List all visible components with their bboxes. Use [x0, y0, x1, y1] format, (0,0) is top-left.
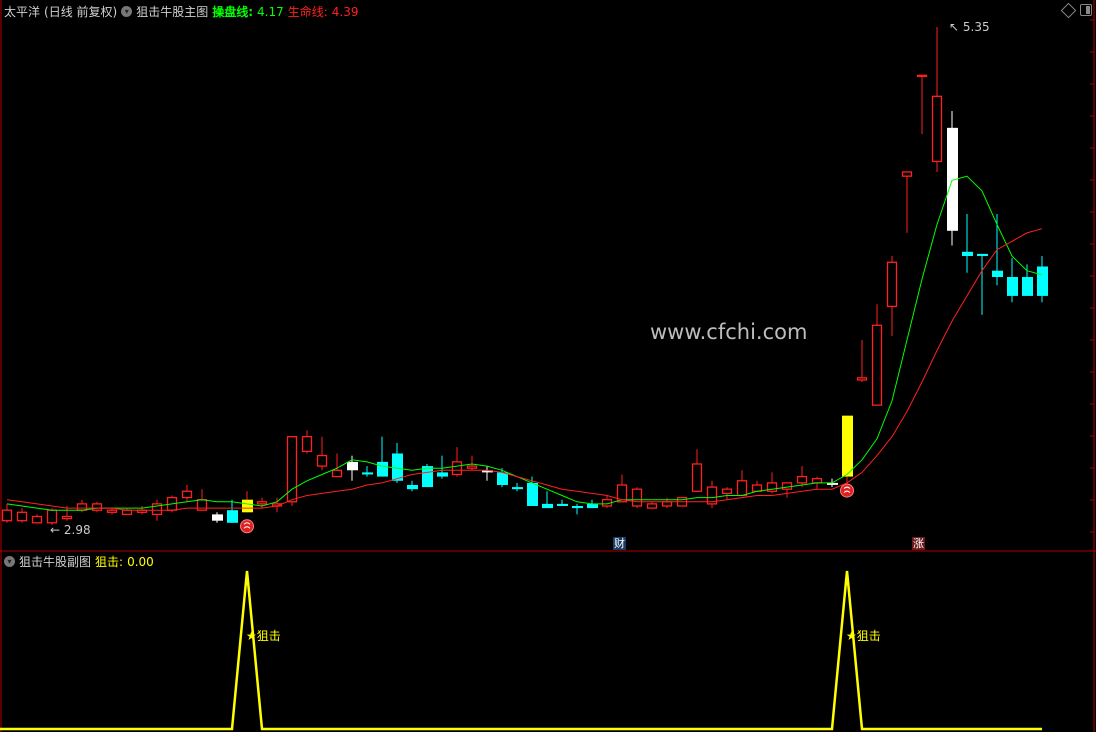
candle-body — [301, 436, 313, 453]
finance-marker[interactable]: 财 — [613, 537, 626, 550]
candle-body — [91, 503, 103, 511]
candle-body — [977, 253, 988, 256]
candle-body — [1, 509, 13, 522]
candle-body — [751, 484, 763, 492]
watermark: www.cfchi.com — [650, 320, 808, 344]
candle-body — [347, 461, 358, 471]
candle-body — [931, 95, 943, 163]
candle-body — [331, 469, 343, 478]
candle-body — [286, 436, 298, 503]
signal-candle — [242, 499, 253, 513]
ma2-line — [6, 228, 1043, 511]
candle-body — [916, 74, 928, 77]
candle-body — [121, 509, 133, 516]
candle-body — [1037, 266, 1048, 296]
candle-body — [316, 454, 328, 467]
candle-body — [407, 484, 418, 490]
main-header: 太平洋 (日线 前复权) ▾ 狙击牛股主图 操盘线: 4.17 生命线: 4.3… — [4, 3, 359, 20]
candle-body — [362, 472, 373, 475]
price-low-label: ← 2.98 — [50, 523, 91, 537]
candle-body — [766, 482, 778, 492]
candle-body — [451, 461, 463, 476]
signal-text: ★狙击 — [846, 629, 881, 643]
indicator-name[interactable]: 狙击牛股主图 — [136, 5, 209, 19]
candle-body — [196, 499, 208, 511]
candle-body — [212, 514, 223, 521]
ma2-label: 生命线: — [287, 5, 328, 19]
candle-body — [106, 509, 118, 513]
candle-body — [256, 501, 268, 505]
candle-body — [962, 251, 973, 256]
candle-body — [1007, 277, 1018, 296]
candle-body — [466, 465, 478, 469]
signal-text: ★狙击 — [246, 629, 281, 643]
candle-body — [61, 515, 73, 520]
ball-icon-stripe — [243, 522, 251, 529]
candle-body — [736, 480, 748, 497]
rise-marker[interactable]: 涨 — [912, 537, 925, 550]
candle-body — [706, 486, 718, 505]
sub-indicator-name[interactable]: 狙击牛股副图 — [19, 555, 92, 569]
candle-body — [616, 484, 628, 503]
candle-body — [661, 501, 673, 507]
signal-value: 0.00 — [127, 554, 154, 569]
signal-candle — [842, 415, 853, 477]
candle-body — [646, 503, 658, 509]
chevron-down-icon[interactable]: ▾ — [4, 556, 15, 567]
ma2-value: 4.39 — [331, 4, 359, 19]
candle-body — [1022, 277, 1033, 296]
candle-body — [527, 482, 538, 506]
candle-body — [151, 503, 163, 516]
candle-body — [947, 127, 958, 231]
candle-body — [871, 324, 883, 406]
candle-body — [76, 503, 88, 511]
candle-body — [557, 503, 568, 506]
price-high-label: ↖ 5.35 — [949, 20, 990, 34]
candle-body — [901, 171, 913, 177]
candle-body — [392, 453, 403, 481]
candle-body — [46, 509, 58, 524]
candle-body — [227, 510, 238, 523]
candle-body — [992, 270, 1003, 277]
candle-body — [781, 482, 793, 490]
ball-icon-stripe — [843, 486, 851, 493]
candle-body — [497, 472, 508, 485]
stock-name: 太平洋 — [4, 5, 41, 19]
candle-body — [811, 478, 823, 484]
candle-body — [886, 261, 898, 308]
candle-body — [422, 466, 433, 488]
ma1-label: 操盘线: — [212, 5, 254, 19]
signal-line — [0, 570, 1042, 731]
window-toggle-icon[interactable] — [1080, 4, 1092, 16]
candle-body — [796, 475, 808, 484]
ma1-value: 4.17 — [257, 4, 284, 19]
candle-body — [16, 511, 28, 522]
candle-body — [437, 472, 448, 477]
ma1-line — [6, 175, 1043, 511]
candle-body — [721, 488, 733, 495]
candle-body — [856, 377, 868, 381]
candle-body — [572, 505, 583, 509]
candle-body — [827, 482, 838, 485]
chevron-down-icon[interactable]: ▾ — [121, 6, 133, 17]
candle-body — [587, 503, 598, 509]
candle-body — [691, 463, 703, 492]
candle-body — [631, 488, 643, 507]
candle-body — [31, 515, 43, 524]
candle-body — [482, 470, 493, 473]
period-label[interactable]: (日线 前复权) — [44, 5, 118, 19]
candle-body — [512, 487, 523, 490]
candle-body — [377, 461, 388, 477]
signal-label: 狙击: — [95, 555, 124, 569]
candle-body — [181, 490, 193, 499]
candle-body — [542, 503, 553, 509]
sub-header: ▾ 狙击牛股副图 狙击: 0.00 — [4, 553, 154, 570]
